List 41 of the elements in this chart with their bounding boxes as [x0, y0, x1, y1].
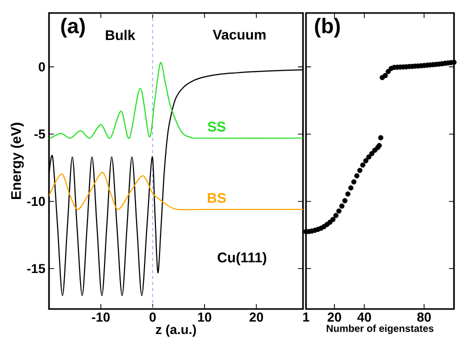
series-label: BS	[208, 192, 226, 203]
y-tick-label: 0	[38, 62, 45, 72]
y-tick-label: -5	[34, 130, 46, 139]
point	[369, 151, 374, 156]
annotation: Bulk	[106, 30, 136, 40]
chart-title: (a)	[61, 18, 85, 38]
point	[360, 162, 366, 168]
point	[336, 208, 342, 214]
point	[378, 135, 384, 140]
x-axis-title: Number of eigenstates	[326, 324, 434, 334]
x-tick-label: 0	[150, 312, 156, 322]
x-tick-label: 80	[417, 312, 431, 322]
point	[342, 198, 348, 204]
annotation: Vacuum	[212, 30, 266, 40]
series-label: SS	[208, 122, 226, 132]
x-tick-label: 40	[357, 312, 371, 322]
point	[333, 212, 338, 218]
point	[366, 154, 372, 160]
point	[351, 179, 356, 184]
y-axis-title: Energy (eV)	[10, 122, 24, 199]
y-tick-label: -10	[27, 196, 45, 206]
line-series	[49, 172, 303, 210]
point	[354, 173, 360, 178]
x-tick-label: 20	[328, 312, 342, 322]
point	[330, 216, 336, 222]
x-tick-label: 20	[250, 312, 264, 322]
point	[345, 191, 350, 197]
point	[382, 72, 388, 78]
point	[363, 158, 368, 164]
point	[348, 185, 354, 191]
point	[339, 203, 344, 209]
y-tick-label: -15	[27, 264, 46, 274]
x-tick-label: -10	[92, 312, 110, 322]
chart-title: (b)	[315, 18, 340, 38]
x-tick-label: 1	[303, 312, 310, 322]
line-series	[49, 62, 303, 139]
annotation: Cu(111)	[218, 252, 266, 266]
point	[357, 168, 362, 174]
x-tick-label: 10	[198, 312, 212, 322]
point	[386, 68, 391, 74]
x-axis-title: z (a.u.)	[156, 324, 196, 337]
